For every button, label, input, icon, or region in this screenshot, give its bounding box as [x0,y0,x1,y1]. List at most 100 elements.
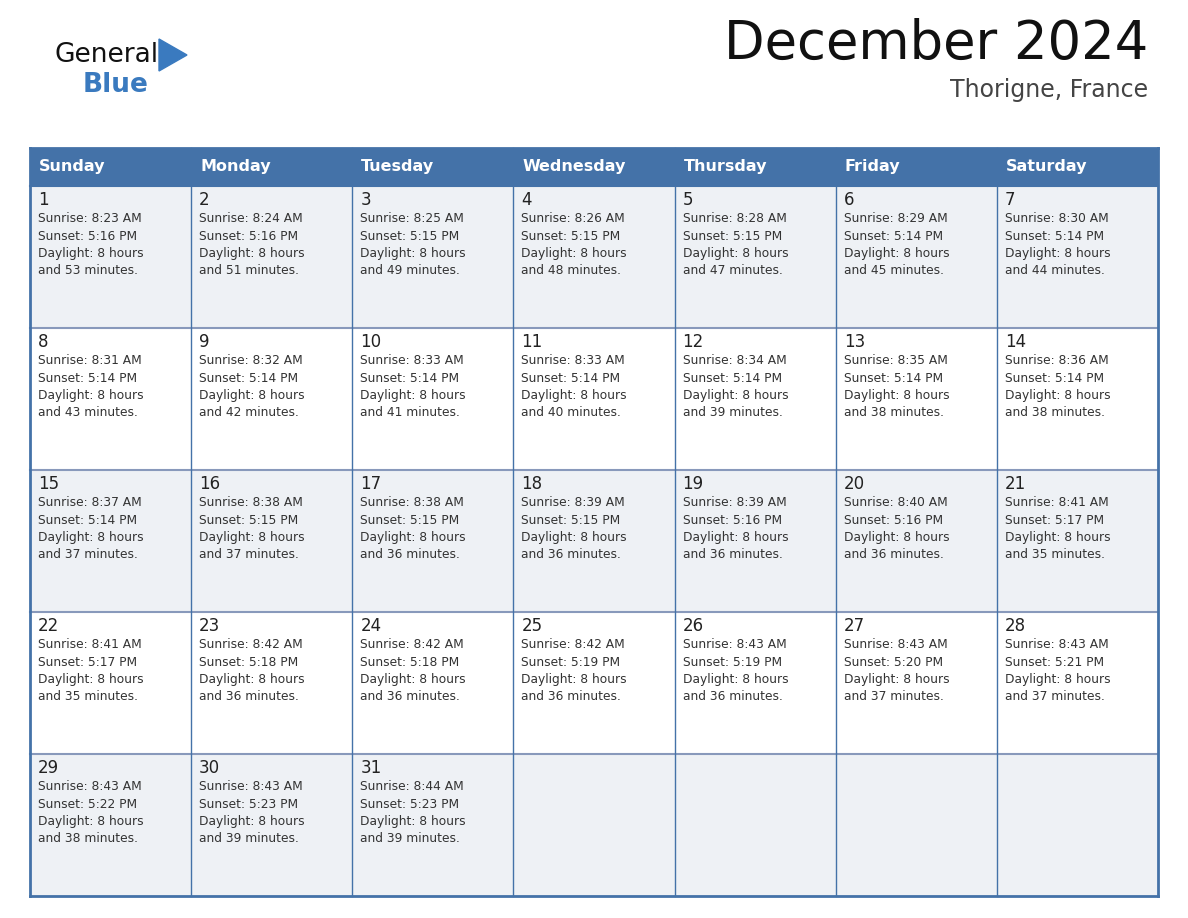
Text: 7: 7 [1005,191,1016,209]
Bar [675,470,835,612]
Text: Sunrise: 8:34 AM: Sunrise: 8:34 AM [683,354,786,367]
Text: Sunset: 5:16 PM: Sunset: 5:16 PM [200,230,298,242]
Text: Tuesday: Tuesday [361,160,435,174]
Text: Daylight: 8 hours: Daylight: 8 hours [843,531,949,544]
Text: Sunset: 5:17 PM: Sunset: 5:17 PM [1005,513,1104,527]
Text: Sunset: 5:15 PM: Sunset: 5:15 PM [200,513,298,527]
Text: Sunset: 5:23 PM: Sunset: 5:23 PM [360,798,460,811]
Text: and 36 minutes.: and 36 minutes. [843,548,943,562]
Text: Daylight: 8 hours: Daylight: 8 hours [522,531,627,544]
Bar [835,328,997,470]
Text: Wednesday: Wednesday [523,160,626,174]
Text: Sunrise: 8:37 AM: Sunrise: 8:37 AM [38,496,141,509]
Text: and 36 minutes.: and 36 minutes. [522,690,621,703]
Text: Sunrise: 8:23 AM: Sunrise: 8:23 AM [38,212,141,225]
Bar [513,754,675,896]
Text: Daylight: 8 hours: Daylight: 8 hours [1005,531,1111,544]
Text: 1: 1 [38,191,49,209]
Text: Sunday: Sunday [39,160,106,174]
Text: Sunrise: 8:39 AM: Sunrise: 8:39 AM [683,496,786,509]
Text: Sunrise: 8:40 AM: Sunrise: 8:40 AM [843,496,948,509]
Text: and 39 minutes.: and 39 minutes. [683,407,783,420]
Text: and 45 minutes.: and 45 minutes. [843,264,943,277]
Text: Saturday: Saturday [1006,160,1087,174]
Text: 18: 18 [522,475,543,493]
Text: Sunrise: 8:43 AM: Sunrise: 8:43 AM [683,638,786,651]
Text: 12: 12 [683,333,703,351]
Text: Sunrise: 8:43 AM: Sunrise: 8:43 AM [843,638,948,651]
Text: and 48 minutes.: and 48 minutes. [522,264,621,277]
Text: Sunrise: 8:35 AM: Sunrise: 8:35 AM [843,354,948,367]
Text: Daylight: 8 hours: Daylight: 8 hours [360,673,466,686]
Text: Daylight: 8 hours: Daylight: 8 hours [38,673,144,686]
Text: Daylight: 8 hours: Daylight: 8 hours [38,389,144,402]
Text: and 36 minutes.: and 36 minutes. [522,548,621,562]
Text: and 38 minutes.: and 38 minutes. [1005,407,1105,420]
Text: 24: 24 [360,617,381,635]
Bar [835,612,997,754]
Text: and 51 minutes.: and 51 minutes. [200,264,299,277]
Text: Daylight: 8 hours: Daylight: 8 hours [1005,389,1111,402]
Text: and 39 minutes.: and 39 minutes. [200,833,299,845]
Text: Sunrise: 8:39 AM: Sunrise: 8:39 AM [522,496,625,509]
Text: Daylight: 8 hours: Daylight: 8 hours [683,673,788,686]
Bar [191,148,353,186]
Text: Sunset: 5:14 PM: Sunset: 5:14 PM [360,372,460,385]
Text: Sunrise: 8:38 AM: Sunrise: 8:38 AM [360,496,465,509]
Text: Sunrise: 8:26 AM: Sunrise: 8:26 AM [522,212,625,225]
Text: Daylight: 8 hours: Daylight: 8 hours [843,673,949,686]
Text: 19: 19 [683,475,703,493]
Bar [513,328,675,470]
Text: and 35 minutes.: and 35 minutes. [1005,548,1105,562]
Bar [191,186,353,328]
Text: Sunset: 5:15 PM: Sunset: 5:15 PM [683,230,782,242]
Bar [997,754,1158,896]
Bar [835,186,997,328]
Text: 13: 13 [843,333,865,351]
Bar [997,328,1158,470]
Text: Daylight: 8 hours: Daylight: 8 hours [683,247,788,260]
Bar [191,328,353,470]
Text: Sunset: 5:14 PM: Sunset: 5:14 PM [38,372,137,385]
Text: Sunset: 5:15 PM: Sunset: 5:15 PM [522,513,620,527]
Text: Daylight: 8 hours: Daylight: 8 hours [38,247,144,260]
Text: and 42 minutes.: and 42 minutes. [200,407,299,420]
Bar [353,612,513,754]
Text: 9: 9 [200,333,209,351]
Bar [835,148,997,186]
Text: Daylight: 8 hours: Daylight: 8 hours [360,247,466,260]
Text: 20: 20 [843,475,865,493]
Text: and 35 minutes.: and 35 minutes. [38,690,138,703]
Text: Daylight: 8 hours: Daylight: 8 hours [38,531,144,544]
Bar [30,754,191,896]
Text: Sunrise: 8:29 AM: Sunrise: 8:29 AM [843,212,948,225]
Bar [675,186,835,328]
Text: 15: 15 [38,475,59,493]
Text: Daylight: 8 hours: Daylight: 8 hours [200,247,305,260]
Text: Sunrise: 8:43 AM: Sunrise: 8:43 AM [200,780,303,793]
Bar [30,186,191,328]
Text: 5: 5 [683,191,693,209]
Text: and 36 minutes.: and 36 minutes. [360,690,460,703]
Text: and 39 minutes.: and 39 minutes. [360,833,460,845]
Text: Daylight: 8 hours: Daylight: 8 hours [683,531,788,544]
Bar [353,186,513,328]
Bar [997,148,1158,186]
Text: and 49 minutes.: and 49 minutes. [360,264,460,277]
Text: Sunrise: 8:31 AM: Sunrise: 8:31 AM [38,354,141,367]
Bar [835,754,997,896]
Text: and 36 minutes.: and 36 minutes. [683,548,783,562]
Bar [675,612,835,754]
Bar [513,186,675,328]
Text: Thorigne, France: Thorigne, France [950,78,1148,102]
Text: Sunset: 5:14 PM: Sunset: 5:14 PM [1005,230,1104,242]
Text: Sunset: 5:16 PM: Sunset: 5:16 PM [683,513,782,527]
Text: 27: 27 [843,617,865,635]
Text: Sunrise: 8:43 AM: Sunrise: 8:43 AM [1005,638,1108,651]
Text: 8: 8 [38,333,49,351]
Text: Sunset: 5:16 PM: Sunset: 5:16 PM [38,230,137,242]
Text: Sunset: 5:16 PM: Sunset: 5:16 PM [843,513,943,527]
Text: Sunset: 5:19 PM: Sunset: 5:19 PM [683,655,782,668]
Bar [191,612,353,754]
Bar [675,754,835,896]
